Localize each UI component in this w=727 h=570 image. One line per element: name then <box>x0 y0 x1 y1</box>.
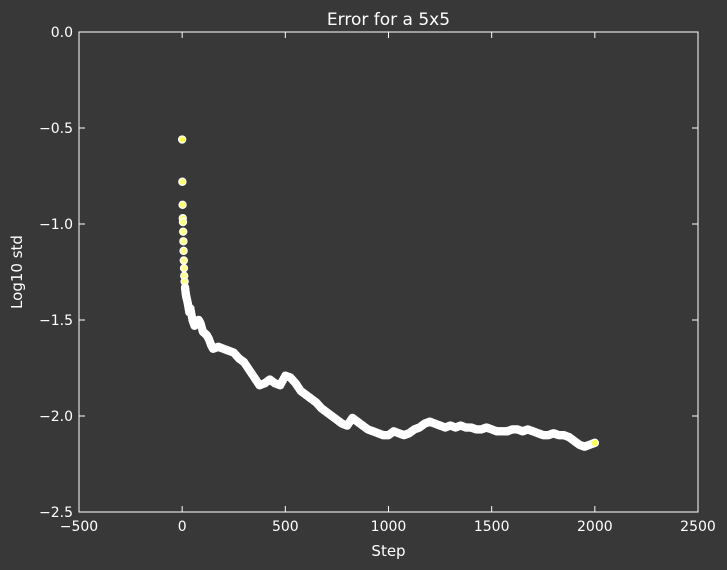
x-tick-label: 2500 <box>680 519 716 535</box>
data-point <box>178 200 187 209</box>
data-points <box>177 135 600 451</box>
y-tick-label: −1.5 <box>39 313 73 329</box>
chart-title: Error for a 5x5 <box>327 10 450 30</box>
data-point <box>179 263 189 273</box>
x-axis-label: Step <box>371 542 405 560</box>
data-point <box>179 237 188 246</box>
data-point <box>179 246 188 256</box>
y-tick-label: −1.0 <box>39 217 73 233</box>
data-point-last <box>590 438 599 447</box>
y-tick-label: −2.0 <box>39 409 73 425</box>
y-axis-label: Log10 std <box>8 235 26 309</box>
x-tick-label: 0 <box>178 519 187 535</box>
x-axis: −500 0 500 1000 1500 2000 2500 <box>60 32 716 535</box>
data-point <box>177 135 187 144</box>
y-tick-label: −0.5 <box>39 121 73 137</box>
data-point <box>178 227 188 236</box>
y-tick-label: 0.0 <box>51 25 73 41</box>
x-tick-label: 1000 <box>371 519 407 535</box>
x-tick-label: 500 <box>272 519 299 535</box>
x-tick-label: 1500 <box>474 519 510 535</box>
data-point <box>178 177 187 186</box>
x-tick-label: 2000 <box>577 519 613 535</box>
y-tick-label: −2.5 <box>39 505 73 521</box>
y-axis: 0.0 −0.5 −1.0 −1.5 −2.0 −2.5 <box>39 25 698 521</box>
data-point <box>178 217 188 227</box>
x-tick-label: −500 <box>60 519 98 535</box>
data-point <box>179 256 189 265</box>
